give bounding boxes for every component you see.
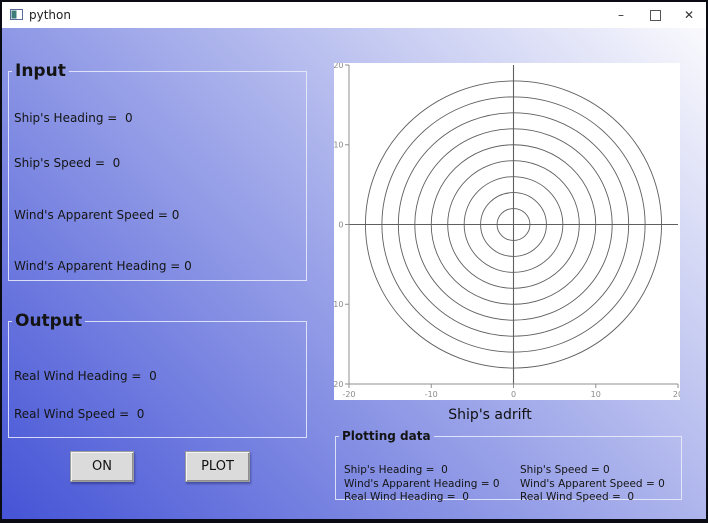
svg-text:-10: -10 bbox=[334, 300, 344, 309]
pd-real-wind-heading: Real Wind Heading = 0 bbox=[344, 491, 469, 503]
svg-text:-20: -20 bbox=[342, 390, 355, 399]
winds-apparent-speed-label: Wind's Apparent Speed = 0 bbox=[14, 208, 180, 222]
pd-ships-heading: Ship's Heading = 0 bbox=[344, 464, 448, 476]
real-wind-speed-label: Real Wind Speed = 0 bbox=[14, 407, 145, 421]
plot-caption: Ship's adrift bbox=[448, 407, 532, 423]
plotting-data-title: Plotting data bbox=[342, 429, 431, 443]
drift-plot-svg: 20 10 0 -10 -20-20 -10 0 10 20 bbox=[330, 61, 683, 399]
svg-text:10: 10 bbox=[334, 141, 344, 150]
main-content: Input Ship's Heading = 0 Ship's Speed = … bbox=[2, 28, 706, 519]
ships-speed-label: Ship's Speed = 0 bbox=[14, 156, 121, 170]
input-frame-title: Input bbox=[15, 61, 66, 81]
svg-text:20: 20 bbox=[673, 390, 680, 399]
title-bar: python – ✕ bbox=[2, 2, 706, 28]
svg-text:-20: -20 bbox=[334, 380, 344, 389]
output-frame: Output Real Wind Heading = 0 Real Wind S… bbox=[8, 311, 307, 438]
minimize-button[interactable]: – bbox=[618, 8, 624, 22]
drift-plot-figure: 20 10 0 -10 -20-20 -10 0 10 20 bbox=[330, 61, 683, 400]
window-title: python bbox=[29, 8, 71, 22]
plot-button[interactable]: PLOT bbox=[185, 451, 250, 482]
svg-text:20: 20 bbox=[334, 63, 344, 70]
svg-text:0: 0 bbox=[338, 220, 343, 229]
real-wind-heading-label: Real Wind Heading = 0 bbox=[14, 369, 157, 383]
maximize-icon bbox=[649, 9, 661, 21]
close-button[interactable]: ✕ bbox=[683, 8, 695, 22]
plotting-data-grid: Ship's Heading = 0 Ship's Speed = 0 Wind… bbox=[344, 464, 665, 505]
app-icon bbox=[10, 9, 23, 21]
maximize-button[interactable] bbox=[638, 2, 672, 28]
ships-heading-label: Ship's Heading = 0 bbox=[14, 111, 133, 125]
input-frame: Input Ship's Heading = 0 Ship's Speed = … bbox=[8, 61, 307, 281]
svg-text:-10: -10 bbox=[425, 390, 438, 399]
pd-winds-apparent-speed: Wind's Apparent Speed = 0 bbox=[520, 477, 665, 490]
winds-apparent-heading-label: Wind's Apparent Heading = 0 bbox=[14, 259, 192, 273]
svg-text:10: 10 bbox=[591, 390, 601, 399]
pd-ships-speed: Ship's Speed = 0 bbox=[520, 464, 610, 476]
pd-real-wind-speed: Real Wind Speed = 0 bbox=[520, 491, 635, 503]
output-frame-title: Output bbox=[15, 311, 83, 331]
plotting-data-frame: Plotting data Ship's Heading = 0 Ship's … bbox=[335, 429, 682, 503]
pd-winds-apparent-heading: Wind's Apparent Heading = 0 bbox=[344, 477, 500, 490]
svg-text:0: 0 bbox=[511, 390, 516, 399]
on-button[interactable]: ON bbox=[70, 451, 134, 482]
